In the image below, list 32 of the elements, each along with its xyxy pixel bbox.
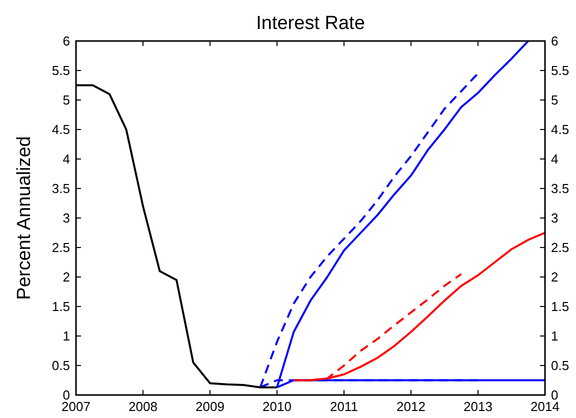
y2-tick-label: 0.5 <box>551 358 570 373</box>
x-tick-label: 2012 <box>396 399 426 414</box>
y2-tick-label: 2.5 <box>551 240 570 255</box>
chart-title: Interest Rate <box>256 13 365 34</box>
y2-tick-label: 4.5 <box>551 122 570 137</box>
y-tick-label: 3.5 <box>52 181 70 196</box>
y-tick-label: 1.5 <box>52 299 70 314</box>
x-tick-label: 2010 <box>262 399 292 414</box>
y2-tick-label: 5 <box>551 92 558 108</box>
y-tick-label: 3 <box>62 210 70 226</box>
x-tick-label: 2013 <box>464 399 492 414</box>
y-tick-label: 5 <box>62 92 70 108</box>
y2-tick-label: 4 <box>551 152 558 166</box>
y-tick-label: 2.5 <box>52 240 70 255</box>
y-tick-label: 0.5 <box>52 358 70 373</box>
y-tick-label: 4.5 <box>52 122 70 137</box>
y2-tick-label: 2 <box>551 270 558 284</box>
x-tick-label: 2011 <box>330 399 358 414</box>
y-tick-label: 4 <box>62 152 70 166</box>
y2-tick-label: 6 <box>551 34 558 48</box>
y-tick-label: 6 <box>62 34 70 48</box>
x-tick-label: 2008 <box>128 399 158 414</box>
y-tick-label: 1 <box>62 328 70 344</box>
y2-tick-label: 1.5 <box>551 299 570 314</box>
y2-tick-label: 5.5 <box>551 63 570 78</box>
y2-tick-label: 3 <box>551 210 558 226</box>
y2-tick-label: 3.5 <box>551 181 570 196</box>
y-axis-title: Percent Annualized <box>14 136 35 300</box>
x-tick-label: 2009 <box>196 399 224 414</box>
y-tick-label: 2 <box>62 270 70 284</box>
y2-tick-label: 1 <box>551 328 558 344</box>
y-tick-label: 5.5 <box>52 63 70 78</box>
